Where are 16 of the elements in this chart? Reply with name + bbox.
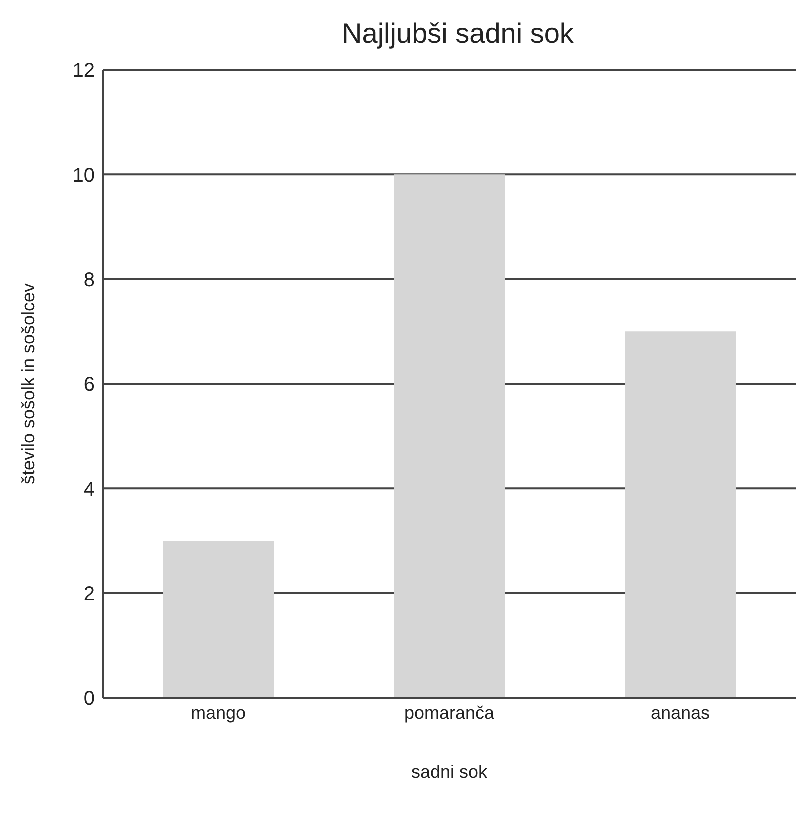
y-tick-label: 0 xyxy=(84,688,95,710)
y-tick-label: 6 xyxy=(84,374,95,396)
x-axis-title: sadni sok xyxy=(411,762,489,782)
y-tick-label: 2 xyxy=(84,583,95,606)
y-tick-label: 12 xyxy=(72,60,95,82)
y-axis-title: število sošolk in sošolcev xyxy=(18,283,38,485)
chart-title: Najljubši sadni sok xyxy=(341,18,575,51)
bar xyxy=(163,541,274,698)
x-tick-label: ananas xyxy=(650,702,710,723)
y-tick-label: 10 xyxy=(72,164,95,187)
bar xyxy=(394,174,506,698)
bar xyxy=(625,332,736,698)
x-tick-label: pomaranča xyxy=(404,702,496,723)
y-tick-label: 8 xyxy=(84,269,95,292)
x-tick-label: mango xyxy=(190,702,246,723)
y-tick-label: 4 xyxy=(84,478,95,501)
